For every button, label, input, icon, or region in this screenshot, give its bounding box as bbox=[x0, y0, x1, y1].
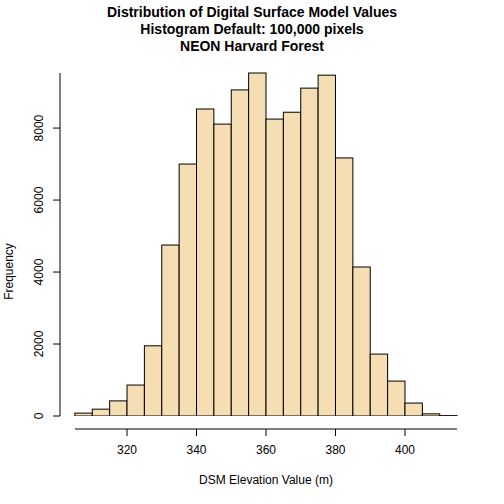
bar bbox=[266, 119, 283, 416]
y-tick-label: 0 bbox=[32, 412, 46, 419]
y-axis-line bbox=[60, 73, 61, 416]
bar bbox=[144, 346, 161, 416]
bar bbox=[162, 245, 179, 416]
bar bbox=[422, 414, 439, 416]
bar bbox=[179, 164, 196, 416]
x-tick bbox=[404, 429, 405, 436]
x-tick-label: 340 bbox=[186, 443, 206, 457]
y-tick bbox=[53, 200, 60, 201]
x-axis-label: DSM Elevation Value (m) bbox=[199, 473, 333, 487]
y-tick-label: 6000 bbox=[32, 186, 46, 213]
x-tick-label: 380 bbox=[325, 443, 345, 457]
bar bbox=[388, 381, 405, 416]
title-line: Distribution of Digital Surface Model Va… bbox=[107, 4, 397, 20]
bar bbox=[370, 354, 387, 416]
x-tick bbox=[127, 429, 128, 436]
bar bbox=[214, 124, 231, 416]
bar bbox=[335, 158, 352, 416]
y-tick bbox=[53, 128, 60, 129]
y-tick bbox=[53, 416, 60, 417]
y-tick-label: 2000 bbox=[32, 330, 46, 357]
x-tick bbox=[335, 429, 336, 436]
bar bbox=[249, 73, 266, 416]
bar bbox=[231, 90, 248, 416]
y-tick-label: 4000 bbox=[32, 258, 46, 285]
title-line: Histogram Default: 100,000 pixels bbox=[140, 21, 364, 37]
y-tick bbox=[53, 272, 60, 273]
x-tick bbox=[196, 429, 197, 436]
bar bbox=[353, 267, 370, 416]
title: Distribution of Digital Surface Model Va… bbox=[107, 4, 397, 54]
bar bbox=[405, 403, 422, 416]
bars bbox=[75, 73, 457, 416]
bar bbox=[197, 109, 214, 416]
bar bbox=[75, 413, 92, 416]
bar bbox=[110, 401, 127, 416]
x-tick-label: 400 bbox=[395, 443, 415, 457]
bar bbox=[92, 409, 109, 416]
chart: Distribution of Digital Surface Model Va… bbox=[0, 0, 504, 504]
x-tick-label: 360 bbox=[256, 443, 276, 457]
bar bbox=[127, 385, 144, 416]
x-tick bbox=[266, 429, 267, 436]
y-axis-label: Frequency bbox=[2, 243, 16, 300]
bar bbox=[318, 75, 335, 416]
x-tick-label: 320 bbox=[117, 443, 137, 457]
title-line: NEON Harvard Forest bbox=[180, 38, 324, 54]
bar bbox=[283, 112, 300, 416]
y-tick bbox=[53, 344, 60, 345]
bar bbox=[301, 88, 318, 416]
y-tick-label: 8000 bbox=[32, 114, 46, 141]
bar bbox=[440, 415, 457, 416]
